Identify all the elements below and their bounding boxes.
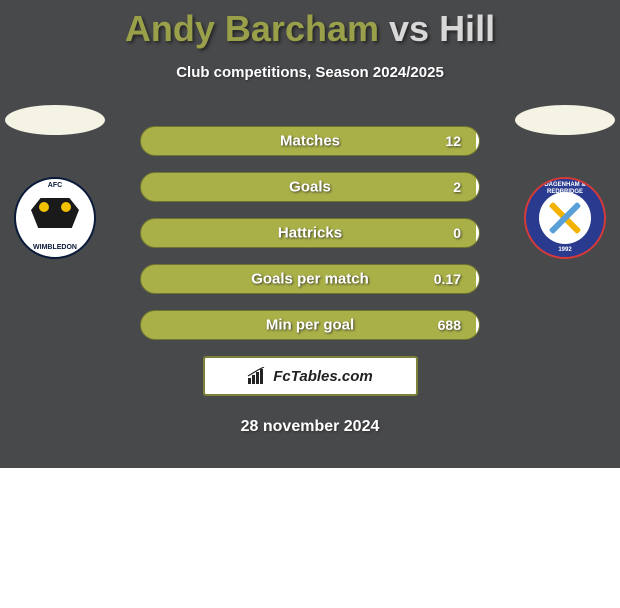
brand-box[interactable]: FcTables.com	[203, 356, 418, 396]
stat-value: 2	[453, 179, 461, 195]
stat-row-goals: Goals 2	[140, 172, 480, 202]
right-name-ellipse	[515, 105, 615, 135]
crest-left-top-text: AFC	[16, 182, 94, 190]
bar-chart-icon	[247, 367, 267, 385]
page-title: Andy Barcham vs Hill	[0, 0, 620, 50]
subtitle: Club competitions, Season 2024/2025	[0, 64, 620, 81]
stat-label: Goals	[141, 179, 479, 196]
club-crest-left: AFC WIMBLEDON	[14, 177, 96, 259]
stat-label: Matches	[141, 133, 479, 150]
date-line: 28 november 2024	[0, 418, 620, 436]
right-badge-column: DAGENHAM & REDBRIDGE 1992	[520, 101, 610, 259]
title-player1: Andy Barcham	[125, 8, 379, 49]
title-vs: vs	[389, 8, 429, 49]
stats-list: Matches 12 Goals 2 Hattricks 0 Goals per…	[140, 126, 480, 340]
stat-label: Goals per match	[141, 271, 479, 288]
stat-label: Min per goal	[141, 317, 479, 334]
crest-right-bottom-text: 1992	[526, 247, 604, 254]
stat-value: 12	[445, 133, 461, 149]
stat-value: 0	[453, 225, 461, 241]
bottom-whitespace	[0, 468, 620, 608]
content: AFC WIMBLEDON DAGENHAM & REDBRIDGE 1992 …	[0, 101, 620, 468]
left-name-ellipse	[5, 105, 105, 135]
stat-value: 688	[438, 317, 461, 333]
stat-row-hattricks: Hattricks 0	[140, 218, 480, 248]
left-badge-column: AFC WIMBLEDON	[10, 101, 100, 259]
crest-left-bottom-text: WIMBLEDON	[16, 244, 94, 252]
brand-text: FcTables.com	[273, 368, 372, 385]
stat-label: Hattricks	[141, 225, 479, 242]
crest-left-eagle-icon	[31, 190, 79, 246]
stat-row-matches: Matches 12	[140, 126, 480, 156]
title-player2: Hill	[439, 8, 495, 49]
crest-right-hammers-icon	[545, 198, 585, 238]
stat-row-goals-per-match: Goals per match 0.17	[140, 264, 480, 294]
header: Andy Barcham vs Hill Club competitions, …	[0, 0, 620, 101]
club-crest-right: DAGENHAM & REDBRIDGE 1992	[524, 177, 606, 259]
stat-value: 0.17	[434, 271, 461, 287]
stat-row-min-per-goal: Min per goal 688	[140, 310, 480, 340]
